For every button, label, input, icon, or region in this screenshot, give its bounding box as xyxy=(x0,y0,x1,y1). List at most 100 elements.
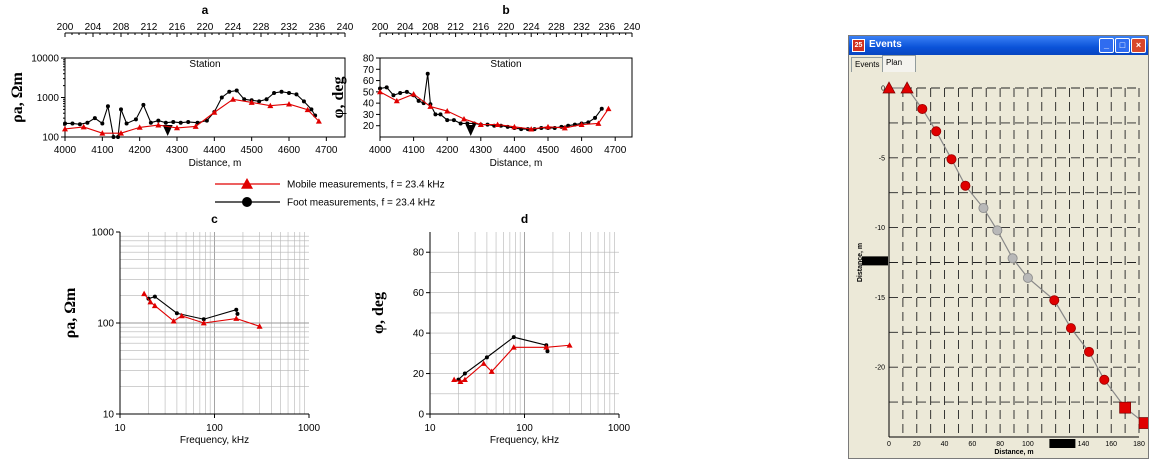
plan-x-tick-label: 40 xyxy=(941,441,949,448)
series-point xyxy=(301,99,306,104)
tab-events[interactable]: Events xyxy=(851,57,886,72)
series-point xyxy=(80,123,87,130)
panel-title: d xyxy=(521,212,528,226)
series-point xyxy=(156,118,161,123)
series-point xyxy=(279,89,284,94)
series-point xyxy=(163,120,168,125)
series-point xyxy=(70,121,75,126)
top-tick-label: 208 xyxy=(113,22,130,33)
series-point xyxy=(234,307,239,312)
x2-axis-label: Station xyxy=(189,59,220,70)
readout-box xyxy=(862,256,888,266)
series-point xyxy=(233,315,240,321)
series-point xyxy=(484,355,489,360)
series-point xyxy=(287,90,291,95)
series-point xyxy=(116,135,121,139)
series-point xyxy=(136,124,143,130)
plan-x-tick-label: 0 xyxy=(887,441,891,448)
series-point xyxy=(457,378,464,385)
series-point xyxy=(178,120,183,125)
track-point xyxy=(917,103,928,114)
legend-marker xyxy=(241,178,253,189)
series-point xyxy=(192,123,199,129)
series-point xyxy=(178,312,185,319)
track-point xyxy=(1049,295,1060,306)
series-point xyxy=(155,122,162,128)
series-point xyxy=(410,91,417,97)
x-tick-label: 100 xyxy=(206,423,223,434)
close-icon[interactable]: × xyxy=(1131,38,1146,53)
series-line xyxy=(453,344,570,383)
plan-x-tick-label: 160 xyxy=(1105,441,1117,448)
series-point xyxy=(511,123,518,130)
events-window[interactable]: 25 Events _ □ × Events Plan 0 20 40 60 80 100… xyxy=(848,35,1149,459)
legend-label: Mobile measurements, f = 23.4 kHz xyxy=(287,180,445,191)
minimize-icon[interactable]: _ xyxy=(1099,38,1114,53)
y-tick-label: 100 xyxy=(42,133,59,144)
series-point xyxy=(425,71,430,76)
series-point xyxy=(219,95,224,100)
plan-y-axis-label: Distance, m xyxy=(857,243,864,282)
series-point xyxy=(545,123,551,130)
top-tick-label: 220 xyxy=(197,22,214,33)
series-point xyxy=(543,344,550,350)
top-tick-label: 224 xyxy=(225,22,242,33)
series-point xyxy=(201,317,206,322)
y-tick-label: 40 xyxy=(363,99,375,110)
position-marker xyxy=(162,125,173,136)
y-tick-label: 10 xyxy=(103,410,115,421)
series-point xyxy=(200,320,207,326)
x-tick-label: 4500 xyxy=(241,145,264,156)
series-point xyxy=(264,97,269,102)
series-point xyxy=(438,112,443,117)
series-point xyxy=(141,290,148,297)
series-point xyxy=(593,115,598,120)
series-point xyxy=(256,323,263,329)
plan-plot: 0 20 40 60 80 100 140 160 180 0 -5 -10 -15 -20 Distanc… xyxy=(857,81,1148,456)
series-point xyxy=(461,376,468,383)
top-tick-label: 236 xyxy=(598,22,615,33)
track-point xyxy=(960,180,971,191)
y-tick-label: 80 xyxy=(363,54,375,65)
position-marker xyxy=(465,125,476,136)
x-tick-label: 4500 xyxy=(537,145,560,156)
series-point xyxy=(309,107,314,112)
plan-x-tick-label: 140 xyxy=(1078,441,1090,448)
panel-title: b xyxy=(502,3,509,17)
plan-chart[interactable]: 0 20 40 60 80 100 140 160 180 0 -5 -10 -15 -20 Distanc… xyxy=(849,72,1149,459)
series-point xyxy=(595,120,602,126)
title-bar[interactable]: 25 Events _ □ × xyxy=(849,36,1148,55)
maximize-icon[interactable]: □ xyxy=(1115,38,1130,53)
series-point xyxy=(124,121,129,126)
x-axis-label: Distance, m xyxy=(189,158,242,169)
series-point xyxy=(378,86,382,91)
plan-y-tick-label: -10 xyxy=(875,225,885,232)
series-point xyxy=(151,302,158,309)
y-tick-label: 1000 xyxy=(92,228,115,239)
legend-marker xyxy=(242,197,252,207)
top-tick-label: 228 xyxy=(548,22,565,33)
series-point xyxy=(586,120,591,125)
x-tick-label: 4200 xyxy=(129,145,152,156)
series-point xyxy=(404,89,409,94)
y-tick-label: 80 xyxy=(413,248,425,259)
x-tick-label: 1000 xyxy=(298,423,321,434)
top-tick-label: 204 xyxy=(397,22,414,33)
series-point xyxy=(267,102,274,109)
series-point xyxy=(174,311,179,316)
track-point xyxy=(1119,401,1131,414)
tab-plan[interactable]: Plan xyxy=(882,55,916,72)
series-point xyxy=(211,109,218,115)
series-point xyxy=(235,311,240,316)
x-tick-label: 4100 xyxy=(402,145,425,156)
plan-x-tick-label: 180 xyxy=(1133,441,1145,448)
x-tick-label: 4100 xyxy=(91,145,114,156)
readout-text: 124.13 xyxy=(1052,441,1074,448)
y-tick-label: 40 xyxy=(413,329,425,340)
series-point xyxy=(148,120,153,125)
top-tick-label: 240 xyxy=(624,22,641,33)
series-point xyxy=(393,97,400,104)
x-axis-label: Frequency, kHz xyxy=(490,435,559,446)
series-point xyxy=(227,89,232,94)
x-tick-label: 4400 xyxy=(503,145,526,156)
